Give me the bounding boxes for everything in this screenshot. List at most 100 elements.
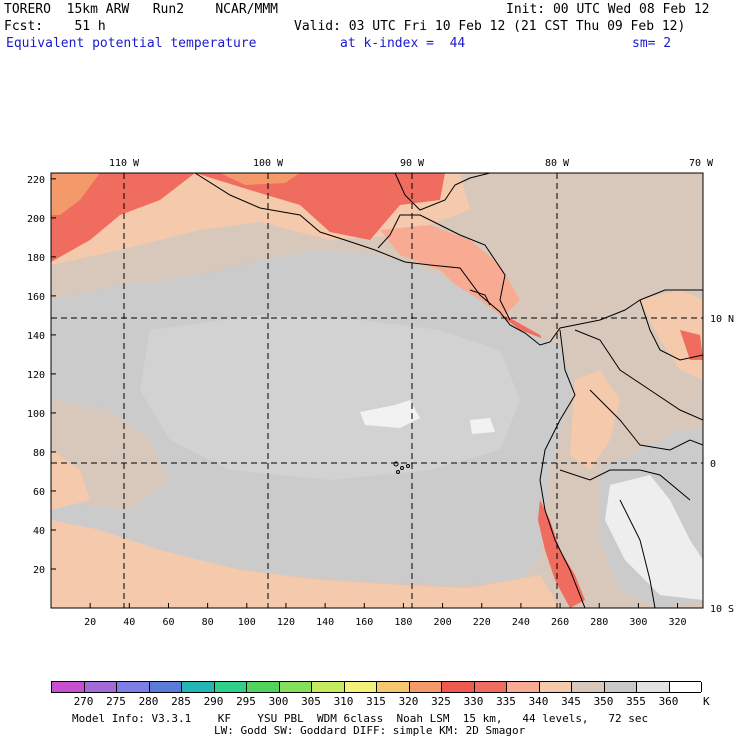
colorbar-label: 330 [463, 695, 484, 708]
colorbar-label: 325 [431, 695, 451, 708]
north-red-area [51, 173, 195, 262]
x-tick-label: 220 [473, 617, 491, 628]
y-tick-label: 140 [27, 331, 45, 342]
x-tick-label: 20 [84, 617, 96, 628]
x-tick-label: 180 [394, 617, 412, 628]
model-run: Run2 [152, 2, 185, 17]
forecast-label: Fcst: [4, 19, 44, 34]
colorbar-label: 285 [171, 695, 191, 708]
temperature-field [51, 173, 703, 608]
x-tick-label: 160 [355, 617, 373, 628]
x-tick-label: 280 [590, 617, 608, 628]
x-tick-label: 140 [316, 617, 334, 628]
caribbean-coastline [377, 214, 511, 321]
venezuela-red [680, 330, 703, 360]
model-resolution: 15km ARW [66, 2, 130, 17]
x-tick-label: 120 [277, 617, 295, 628]
x-tick-label: 80 [202, 617, 214, 628]
x-tick-label: 200 [434, 617, 452, 628]
colorbar-swatch [84, 682, 117, 692]
colombia-border [574, 329, 703, 421]
y-tick-label: 80 [33, 448, 45, 459]
colorbar-swatch [182, 682, 215, 692]
model-info-line: Model Info: V3.3.1 KF YSU PBL WDM 6class… [72, 712, 649, 725]
coastlines [194, 173, 703, 608]
ecuador-border [589, 389, 703, 451]
forecast-hour-line: Fcst: 51 h [4, 20, 106, 34]
x-tick-label: 300 [629, 617, 647, 628]
level-info: at k-index = 44 [340, 36, 466, 51]
colorbar-swatch [247, 682, 280, 692]
model-name: TORERO [4, 2, 51, 17]
y-tick-label: 120 [27, 370, 45, 381]
colorbar-label: 345 [561, 695, 581, 708]
colorbar-label: 310 [333, 695, 354, 708]
x-tick-label: 320 [669, 617, 687, 628]
colorbar-label: 280 [138, 695, 159, 708]
ocean-white-patch-2 [470, 418, 495, 434]
colorbar-swatch [344, 682, 377, 692]
colorbar [51, 681, 702, 693]
venezuela-border [639, 299, 703, 361]
colorbar-swatch [117, 682, 150, 692]
lat-lon-grid [51, 173, 703, 608]
y-tick-label: 160 [27, 292, 45, 303]
lon-label: 90 W [400, 158, 425, 169]
colorbar-label: 290 [203, 695, 224, 708]
y-tick-label: 20 [33, 565, 45, 576]
x-tick-label: 260 [551, 617, 569, 628]
x-axis-labels: 20 40 60 80 100 120 140 160 180 200 220 240 260 280 30… [84, 617, 686, 628]
colorbar-label: 360 [658, 695, 679, 708]
model-org: NCAR/MMM [215, 2, 278, 17]
forecast-value: 51 h [74, 19, 106, 34]
colorbar-label: 335 [496, 695, 516, 708]
lon-label: 100 W [253, 158, 284, 169]
y-tick-label: 220 [27, 175, 45, 186]
x-tick-label: 60 [162, 617, 174, 628]
colorbar-label: 315 [366, 695, 386, 708]
nicaragua-lake [469, 289, 491, 306]
galapagos-island [406, 464, 410, 468]
x-tick-label: 240 [512, 617, 530, 628]
lat-label: 10 N [710, 314, 734, 325]
mexico-red-area [195, 173, 445, 240]
venezuela-peach [640, 290, 703, 380]
ocean-white-patch [360, 400, 420, 428]
pacific-sa-coastline [539, 329, 586, 608]
y-tick-label: 100 [27, 409, 45, 420]
colorbar-label: 320 [398, 695, 419, 708]
y-tick-label: 180 [27, 253, 45, 264]
ocean-light-grey [140, 315, 520, 480]
colorbar-swatch [279, 682, 312, 692]
west-peach-area [51, 450, 90, 510]
header-model-line: TORERO 15km ARW Run2 NCAR/MMM [4, 3, 278, 17]
colombia-peach [570, 370, 620, 470]
colorbar-label: 295 [236, 695, 256, 708]
colorbar-label: 300 [268, 695, 289, 708]
colorbar-swatch [442, 682, 475, 692]
axis-ticks [51, 178, 679, 608]
colorbar-swatch [474, 682, 507, 692]
north-orange-area [51, 173, 100, 215]
y-tick-label: 200 [27, 214, 45, 225]
colorbar-label: 350 [593, 695, 614, 708]
valid-time: Valid: 03 UTC Fri 10 Feb 12 (21 CST Thu … [294, 19, 686, 34]
colorbar-label: 270 [73, 695, 94, 708]
colorbar-swatch [637, 682, 670, 692]
lon-label: 110 W [109, 158, 140, 169]
colorbar-swatch [604, 682, 637, 692]
lat-label: 0 [710, 459, 716, 470]
galapagos-island [396, 470, 400, 474]
brazil-border [619, 499, 656, 608]
peru-border [559, 469, 691, 501]
colorbar-swatch [669, 682, 702, 692]
amazon-white [605, 475, 703, 600]
galapagos-island [393, 461, 399, 467]
colorbar-swatch [572, 682, 605, 692]
y-axis-labels: 220 200 180 160 140 120 100 80 60 40 20 [27, 175, 45, 576]
galapagos-island [400, 466, 404, 470]
physics-info-line: LW: Godd SW: Goddard DIFF: simple KM: 2D… [214, 724, 526, 737]
lon-label: 70 W [689, 158, 714, 169]
smoothing-info: sm= 2 [632, 36, 672, 51]
